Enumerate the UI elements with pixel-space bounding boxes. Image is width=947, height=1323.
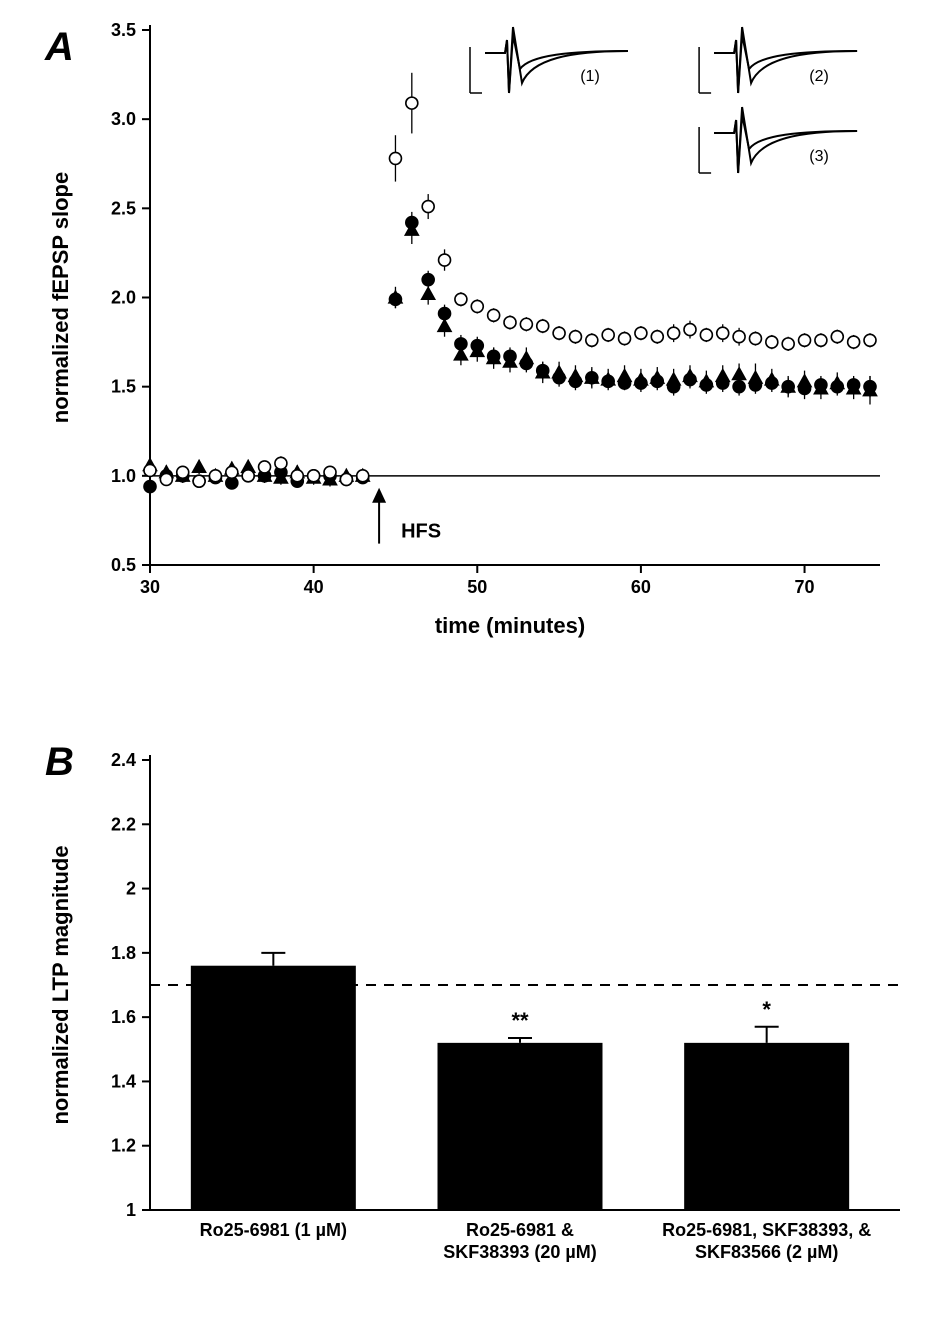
panel-a-xtick-label: 50 <box>467 577 487 597</box>
panel-a-ylabel: normalized fEPSP slope <box>48 172 73 423</box>
panel-b-ytick-label: 1 <box>126 1200 136 1220</box>
panel-b-ytick-label: 2 <box>126 879 136 899</box>
panel-b-label: B <box>45 740 74 784</box>
panel-b-cat-label-1: Ro25-6981 (1 µM) <box>200 1220 347 1240</box>
panel-a-ytick-label: 1.0 <box>111 466 136 486</box>
hfs-label: HFS <box>401 521 441 543</box>
hfs-arrow-head <box>372 488 386 503</box>
inset-trace-3: (3) <box>699 107 857 173</box>
panel-a-ytick-label: 2.0 <box>111 288 136 308</box>
panel-a-ytick-label: 3.5 <box>111 20 136 40</box>
panel-b-cat-label-1: Ro25-6981 & <box>466 1220 574 1240</box>
panel-b-cat-label-2: SKF38393 (20 µM) <box>443 1242 596 1262</box>
panel-a-xtick-label: 30 <box>140 577 160 597</box>
panel-b-cat-label-2: SKF83566 (2 µM) <box>695 1242 838 1262</box>
panel-b-ytick-label: 2.2 <box>111 814 136 834</box>
panel-a-xtick-label: 40 <box>304 577 324 597</box>
panel-a-ytick-label: 2.5 <box>111 198 136 218</box>
panel-b-ylabel: normalized LTP magnitude <box>48 845 73 1124</box>
inset-trace-2-label: (2) <box>809 68 829 85</box>
figure-svg: A 0.5 1.0 1.5 2.0 2.5 3.0 3.5 30 40 50 60 70 time (mi… <box>0 0 947 1323</box>
inset-trace-3-label: (3) <box>809 148 829 165</box>
panel-a-series-open-circle <box>144 73 876 487</box>
panel-a-ytick-label: 3.0 <box>111 109 136 129</box>
panel-b-bar <box>684 1043 849 1210</box>
panel-b-sig: * <box>762 997 771 1022</box>
figure-page: A 0.5 1.0 1.5 2.0 2.5 3.0 3.5 30 40 50 60 70 time (mi… <box>0 0 947 1323</box>
panel-b-ytick-label: 1.4 <box>111 1071 136 1091</box>
inset-trace-1-label: (1) <box>580 68 600 85</box>
panel-a-ytick-label: 1.5 <box>111 377 136 397</box>
panel-a-xlabel: time (minutes) <box>435 613 585 638</box>
panel-b-ytick-label: 2.4 <box>111 750 136 770</box>
panel-a-label: A <box>44 25 74 69</box>
inset-trace-2: (2) <box>699 27 857 93</box>
inset-trace-1: (1) <box>470 27 628 93</box>
panel-b-ytick-label: 1.2 <box>111 1136 136 1156</box>
panel-a-series-filled-circle <box>144 212 876 494</box>
panel-b-cat-label-1: Ro25-6981, SKF38393, & <box>662 1220 871 1240</box>
panel-a-xtick-label: 70 <box>795 577 815 597</box>
panel-b-sig: ** <box>511 1008 529 1033</box>
panel-a-xtick-label: 60 <box>631 577 651 597</box>
panel-b-ytick-label: 1.8 <box>111 943 136 963</box>
panel-a-ytick-label: 0.5 <box>111 555 136 575</box>
panel-b-bar <box>191 966 356 1210</box>
panel-b-ytick-label: 1.6 <box>111 1007 136 1027</box>
panel-b-bar <box>438 1043 603 1210</box>
